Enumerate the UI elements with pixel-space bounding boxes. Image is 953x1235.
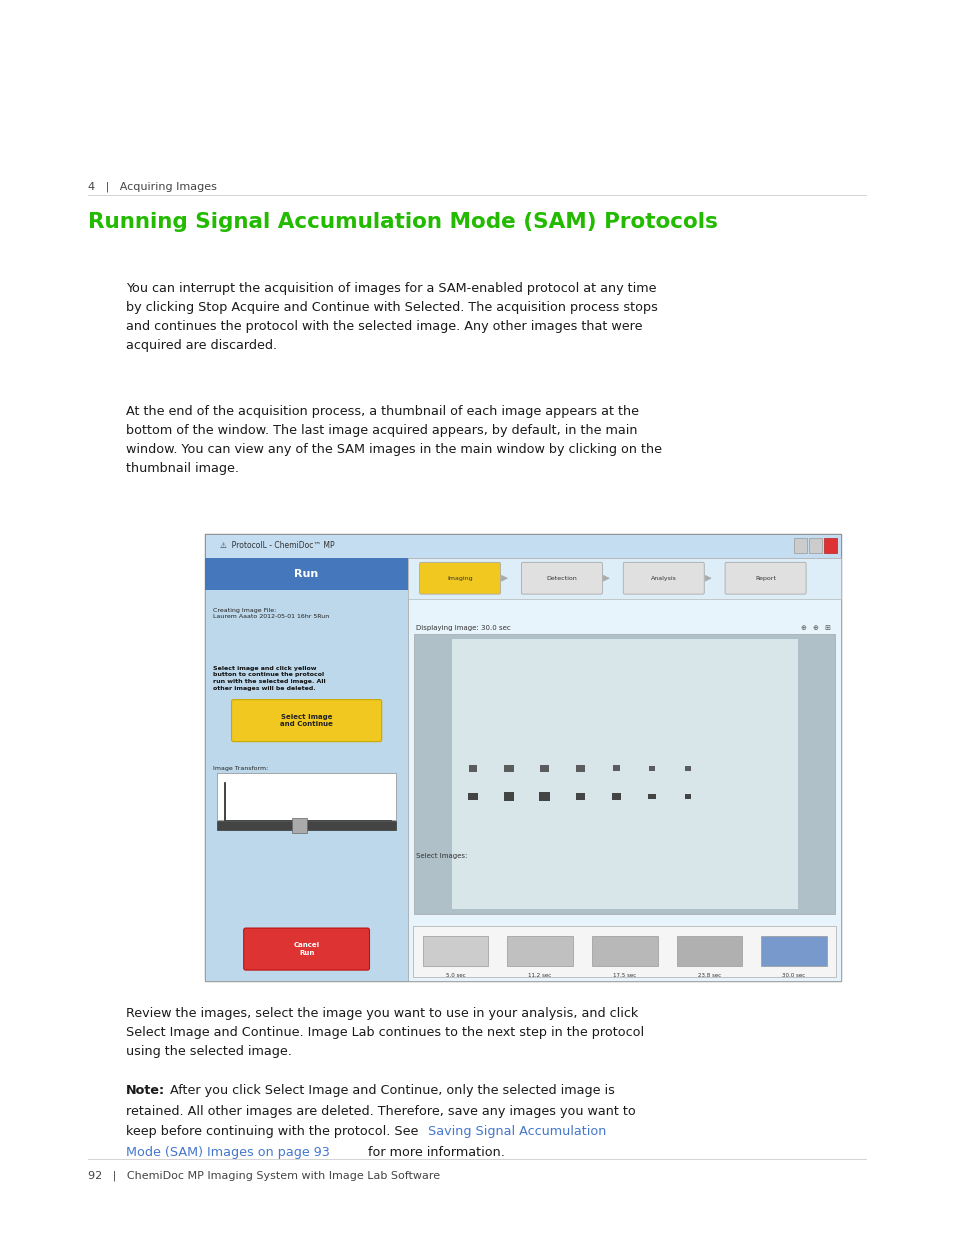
- Text: 11.2 sec: 11.2 sec: [528, 973, 551, 978]
- Bar: [591, 936, 657, 966]
- Bar: [684, 766, 690, 771]
- Text: Select image and click yellow
button to continue the protocol
run with the selec: Select image and click yellow button to …: [213, 666, 325, 690]
- Bar: [612, 766, 619, 772]
- Bar: [648, 794, 655, 799]
- Bar: [538, 793, 549, 800]
- FancyBboxPatch shape: [243, 927, 369, 969]
- Bar: [217, 773, 395, 820]
- Bar: [648, 766, 655, 771]
- Bar: [408, 558, 841, 599]
- Text: After you click Select Image and Continue, only the selected image is: After you click Select Image and Continu…: [166, 1084, 615, 1098]
- Text: retained. All other images are deleted. Therefore, save any images you want to: retained. All other images are deleted. …: [126, 1105, 635, 1118]
- Text: Imaging: Imaging: [447, 576, 473, 580]
- Bar: [503, 764, 513, 772]
- Bar: [205, 558, 408, 981]
- Text: Cancel
Run: Cancel Run: [294, 942, 319, 956]
- Bar: [503, 793, 514, 800]
- Text: Run: Run: [294, 569, 318, 579]
- FancyBboxPatch shape: [419, 562, 500, 594]
- Bar: [576, 793, 584, 800]
- Bar: [205, 558, 408, 590]
- Text: 92   |   ChemiDoc MP Imaging System with Image Lab Software: 92 | ChemiDoc MP Imaging System with Ima…: [88, 1171, 439, 1182]
- Text: Analysis: Analysis: [650, 576, 676, 580]
- Text: Select Image
and Continue: Select Image and Continue: [280, 714, 333, 727]
- Text: Report: Report: [755, 576, 775, 580]
- Bar: [808, 537, 821, 553]
- Bar: [414, 634, 835, 914]
- Bar: [468, 764, 476, 772]
- Bar: [823, 537, 837, 553]
- Text: At the end of the acquisition process, a thumbnail of each image appears at the
: At the end of the acquisition process, a…: [126, 405, 661, 475]
- FancyBboxPatch shape: [232, 699, 381, 742]
- Text: Displaying Image: 30.0 sec: Displaying Image: 30.0 sec: [416, 625, 510, 631]
- Bar: [794, 537, 806, 553]
- Text: 23.8 sec: 23.8 sec: [697, 973, 720, 978]
- FancyBboxPatch shape: [724, 562, 805, 594]
- FancyBboxPatch shape: [521, 562, 601, 594]
- Bar: [539, 764, 549, 772]
- Bar: [452, 638, 797, 909]
- Text: 17.5 sec: 17.5 sec: [613, 973, 636, 978]
- Bar: [408, 558, 841, 981]
- Bar: [468, 793, 477, 800]
- Bar: [205, 534, 841, 558]
- Text: Saving Signal Accumulation: Saving Signal Accumulation: [428, 1125, 606, 1139]
- Bar: [205, 534, 841, 981]
- Text: You can interrupt the acquisition of images for a SAM-enabled protocol at any ti: You can interrupt the acquisition of ima…: [126, 282, 658, 352]
- Text: ⊕: ⊕: [800, 625, 805, 631]
- Bar: [217, 820, 395, 830]
- Bar: [507, 936, 573, 966]
- Text: 5.0 sec: 5.0 sec: [445, 973, 465, 978]
- Text: for more information.: for more information.: [364, 1146, 504, 1158]
- Bar: [422, 936, 488, 966]
- Text: Creating Image File:
Laurem Aaato 2012-05-01 16hr 5Run: Creating Image File: Laurem Aaato 2012-0…: [213, 608, 329, 619]
- Bar: [576, 764, 584, 772]
- Bar: [684, 794, 690, 799]
- Text: Detection: Detection: [546, 576, 577, 580]
- Bar: [292, 819, 306, 832]
- Text: ⊕: ⊕: [812, 625, 818, 631]
- Text: Review the images, select the image you want to use in your analysis, and click
: Review the images, select the image you …: [126, 1007, 643, 1057]
- Text: Running Signal Accumulation Mode (SAM) Protocols: Running Signal Accumulation Mode (SAM) P…: [88, 212, 717, 232]
- Text: Note:: Note:: [126, 1084, 165, 1098]
- Bar: [760, 936, 826, 966]
- Text: ⊞: ⊞: [823, 625, 829, 631]
- Text: Image Transform:: Image Transform:: [213, 767, 268, 772]
- Bar: [413, 925, 836, 977]
- Text: ⚠  ProtocolL - ChemiDoc™ MP: ⚠ ProtocolL - ChemiDoc™ MP: [220, 541, 335, 550]
- FancyBboxPatch shape: [622, 562, 703, 594]
- Text: Select Images:: Select Images:: [416, 852, 467, 858]
- Bar: [612, 793, 619, 800]
- Bar: [676, 936, 741, 966]
- Text: keep before continuing with the protocol. See: keep before continuing with the protocol…: [126, 1125, 422, 1139]
- Text: 30.0 sec: 30.0 sec: [781, 973, 805, 978]
- Text: Mode (SAM) Images on page 93: Mode (SAM) Images on page 93: [126, 1146, 330, 1158]
- Text: 4   |   Acquiring Images: 4 | Acquiring Images: [88, 182, 216, 193]
